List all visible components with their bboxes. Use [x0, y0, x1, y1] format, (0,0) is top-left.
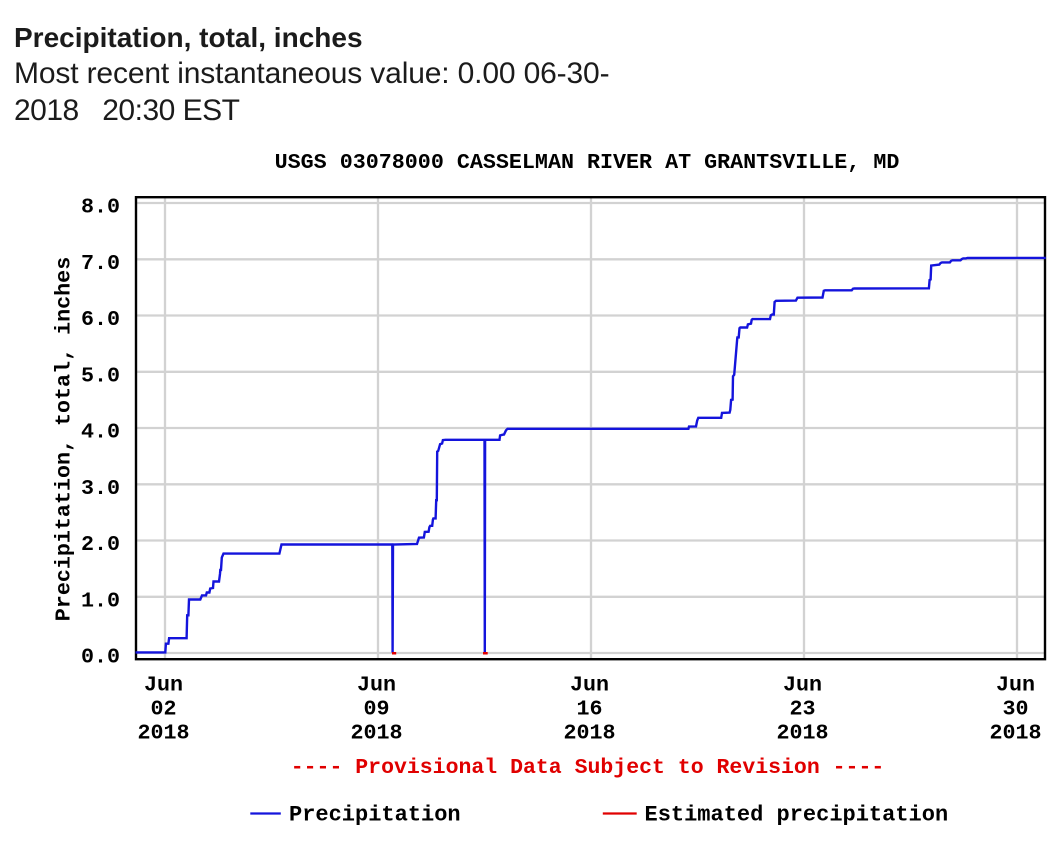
svg-text:---- Provisional Data Subject: ---- Provisional Data Subject to Revisio…: [291, 756, 885, 780]
svg-text:2.0: 2.0: [81, 532, 120, 557]
svg-text:Jun: Jun: [570, 673, 609, 698]
svg-text:2018: 2018: [137, 721, 189, 746]
svg-text:1.0: 1.0: [81, 588, 120, 613]
svg-text:16: 16: [576, 697, 602, 722]
svg-text:2018: 2018: [989, 721, 1041, 746]
svg-text:Jun: Jun: [996, 673, 1035, 698]
svg-text:02: 02: [150, 697, 176, 722]
svg-text:Precipitation, total, inches: Precipitation, total, inches: [52, 257, 77, 621]
svg-text:3.0: 3.0: [81, 476, 120, 501]
svg-text:23: 23: [789, 697, 815, 722]
svg-text:4.0: 4.0: [81, 420, 120, 445]
svg-text:2018: 2018: [350, 721, 402, 746]
svg-text:Jun: Jun: [357, 673, 396, 698]
svg-text:Precipitation: Precipitation: [289, 803, 461, 828]
svg-text:Jun: Jun: [783, 673, 822, 698]
svg-text:USGS 03078000 CASSELMAN RIVER: USGS 03078000 CASSELMAN RIVER AT GRANTSV…: [275, 150, 900, 175]
svg-text:0.0: 0.0: [81, 645, 120, 670]
svg-text:2018: 2018: [776, 721, 828, 746]
svg-text:30: 30: [1002, 697, 1028, 722]
svg-text:5.0: 5.0: [81, 363, 120, 388]
svg-text:Estimated precipitation: Estimated precipitation: [645, 803, 949, 828]
svg-text:6.0: 6.0: [81, 307, 120, 332]
svg-text:2018: 2018: [563, 721, 615, 746]
svg-text:09: 09: [363, 697, 389, 722]
svg-text:8.0: 8.0: [81, 195, 120, 220]
svg-text:7.0: 7.0: [81, 251, 120, 276]
svg-text:Jun: Jun: [144, 673, 183, 698]
